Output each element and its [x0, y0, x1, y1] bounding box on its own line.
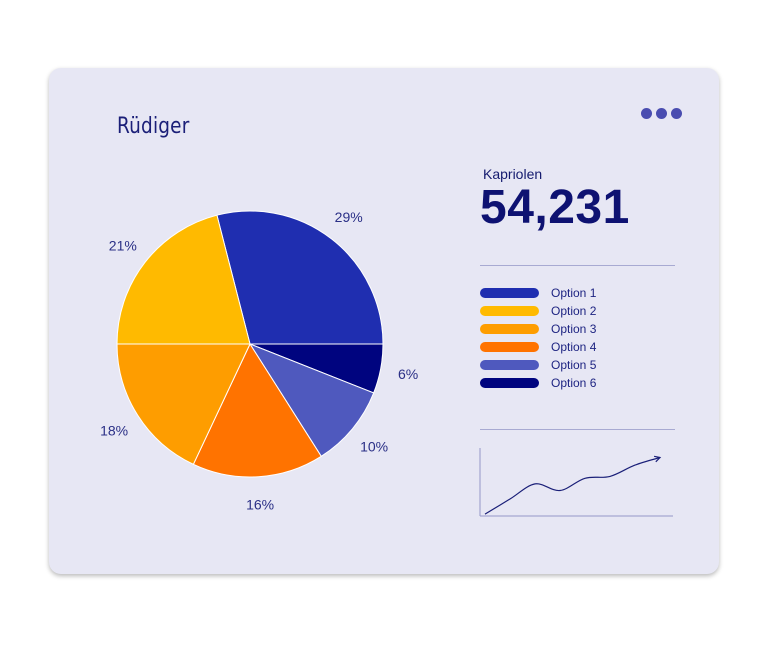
- legend-item[interactable]: Option 2: [480, 302, 596, 320]
- pie-slice-option-1[interactable]: [216, 210, 384, 345]
- legend-label: Option 2: [551, 304, 597, 318]
- pie-value-label: 16%: [246, 497, 274, 513]
- pie-value-label: 29%: [335, 209, 363, 225]
- dashboard-card: Rüdiger 29% 6% 10% 16% 18% 21% Kapriolen 54,2…: [49, 68, 719, 574]
- legend-swatch: [480, 360, 539, 370]
- pie-chart: 29% 6% 10% 16% 18% 21%: [100, 209, 418, 513]
- more-dots-icon[interactable]: [641, 108, 682, 119]
- legend-swatch: [480, 342, 539, 352]
- legend-label: Option 4: [551, 340, 597, 354]
- legend-item[interactable]: Option 6: [480, 374, 596, 392]
- legend-label: Option 6: [551, 376, 597, 390]
- pie-slice-option-5[interactable]: [248, 342, 375, 457]
- legend-swatch: [480, 306, 539, 316]
- divider-line: [480, 265, 675, 266]
- sparkline-series: [484, 456, 661, 515]
- stat-value: 54,231: [480, 181, 630, 234]
- arrowhead-icon: [653, 455, 662, 463]
- dot: [671, 108, 682, 119]
- pie-value-label: 21%: [109, 237, 137, 253]
- legend: Option 1 Option 2 Option 3 Option 4 Option 5…: [480, 284, 596, 392]
- sparkline-chart: [479, 448, 673, 517]
- legend-item[interactable]: Option 5: [480, 356, 596, 374]
- chart-title: Rüdiger: [117, 114, 190, 139]
- pie-value-label: 10%: [360, 439, 388, 455]
- pie-slice-option-3[interactable]: [116, 343, 251, 466]
- legend-label: Option 3: [551, 322, 597, 336]
- legend-swatch: [480, 378, 539, 388]
- legend-label: Option 5: [551, 358, 597, 372]
- legend-swatch: [480, 324, 539, 334]
- legend-label: Option 1: [551, 286, 597, 300]
- pie-value-label: 18%: [100, 422, 128, 438]
- dot: [641, 108, 652, 119]
- pie-value-label: 6%: [398, 366, 418, 382]
- legend-item[interactable]: Option 1: [480, 284, 596, 302]
- stat-label: Kapriolen: [483, 166, 543, 182]
- legend-item[interactable]: Option 4: [480, 338, 596, 356]
- legend-swatch: [480, 288, 539, 298]
- pie-slice-option-2[interactable]: [116, 214, 251, 345]
- pie-slice-option-4[interactable]: [192, 342, 322, 478]
- divider-line: [480, 429, 675, 430]
- dot: [656, 108, 667, 119]
- legend-item[interactable]: Option 3: [480, 320, 596, 338]
